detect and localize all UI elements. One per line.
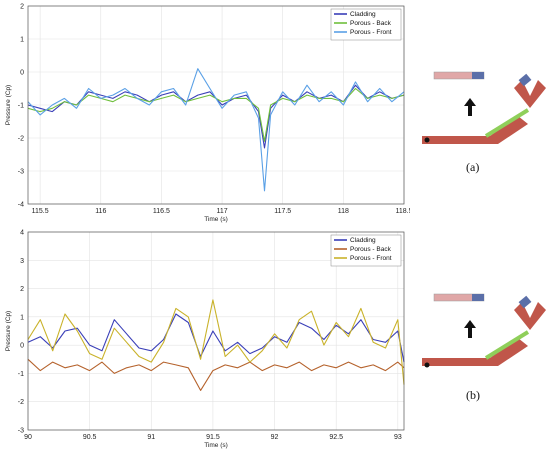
y-tick-label: 4 [20, 230, 24, 237]
series-line [27, 68, 405, 192]
y-axis-label: Pressure (Cp) [5, 311, 12, 351]
legend-label: Cladding [350, 237, 376, 244]
y-tick-label: -2 [18, 136, 24, 143]
legend-label: Porous - Back [350, 246, 392, 253]
x-tick-label: 115.5 [32, 208, 49, 215]
structure-diagram-b [418, 278, 548, 373]
legend-label: Cladding [350, 11, 376, 18]
y-tick-label: -4 [18, 202, 24, 209]
y-tick-label: 2 [20, 4, 24, 11]
y-tick-label: 0 [20, 343, 24, 350]
y-tick-label: 0 [20, 70, 24, 77]
pivot-dot [424, 137, 430, 143]
y-tick-label: 3 [20, 258, 24, 265]
up-arrow-icon [464, 98, 476, 116]
y-tick-label: -1 [18, 371, 24, 378]
green-strut [484, 108, 530, 138]
plot-frame [27, 5, 405, 205]
series-line [27, 84, 405, 149]
y-tick-label: 1 [20, 314, 24, 321]
x-tick-label: 118 [338, 208, 349, 215]
series-line [27, 313, 405, 363]
x-tick-label: 117 [216, 208, 227, 215]
plot-frame [27, 231, 405, 431]
y-tick-label: -1 [18, 103, 24, 110]
v-bracket [514, 302, 546, 330]
caption-a: (a) [466, 160, 480, 174]
bracket-cap [518, 295, 532, 309]
chart-panel-b: 90 90.5 91 91.5 92 92.5 93 4 3 2 1 0 -1 -2 -3 Time (s) P… [0, 226, 410, 452]
y-tick-label: 2 [20, 286, 24, 293]
lower-beam [422, 116, 528, 144]
x-tick-label: 118.5 [396, 208, 411, 215]
green-strut [484, 330, 530, 360]
y-tick-label: 1 [20, 37, 24, 44]
up-arrow-icon [464, 320, 476, 338]
legend-label: Porous - Back [350, 20, 392, 27]
x-axis-label: Time (s) [204, 216, 228, 223]
pressure-chart-a: 115.5 116 116.5 117 117.5 118 118.5 2 1 0 -1 -2 -3 -4… [5, 4, 411, 224]
bracket-cap [518, 73, 532, 87]
louver-diagram-icon [422, 293, 546, 368]
chart-panel-a: 115.5 116 116.5 117 117.5 118 118.5 2 1 0 -1 -2 -3 -4… [0, 0, 410, 226]
pressure-chart-b: 90 90.5 91 91.5 92 92.5 93 4 3 2 1 0 -1 -2 -3 Time (s) P… [5, 230, 405, 449]
lower-beam [422, 338, 528, 366]
y-tick-label: -3 [18, 428, 24, 435]
x-axis-label: Time (s) [204, 442, 228, 449]
x-tick-label: 116 [95, 208, 106, 215]
x-tick-label: 91 [147, 434, 155, 441]
v-bracket [514, 80, 546, 108]
x-tick-label: 117.5 [274, 208, 291, 215]
caption-b: (b) [466, 388, 480, 402]
x-tick-label: 93 [394, 434, 402, 441]
y-tick-label: -3 [18, 169, 24, 176]
louver-diagram-icon [422, 71, 546, 144]
x-tick-label: 91.5 [206, 434, 220, 441]
x-tick-label: 90.5 [83, 434, 97, 441]
x-tick-label: 90 [24, 434, 32, 441]
x-tick-label: 116.5 [153, 208, 170, 215]
legend-label: Porous - Front [350, 29, 392, 36]
series-line [27, 358, 405, 391]
legend-label: Porous - Front [350, 255, 392, 262]
structure-diagram-a [418, 58, 548, 148]
x-tick-label: 92 [271, 434, 279, 441]
y-tick-label: -2 [18, 399, 24, 406]
series-line [27, 299, 405, 385]
x-tick-label: 92.5 [329, 434, 343, 441]
top-panel-back [472, 72, 484, 79]
y-axis-label: Pressure (Cp) [5, 85, 12, 125]
top-panel-back [472, 294, 484, 301]
pivot-dot [424, 362, 430, 368]
